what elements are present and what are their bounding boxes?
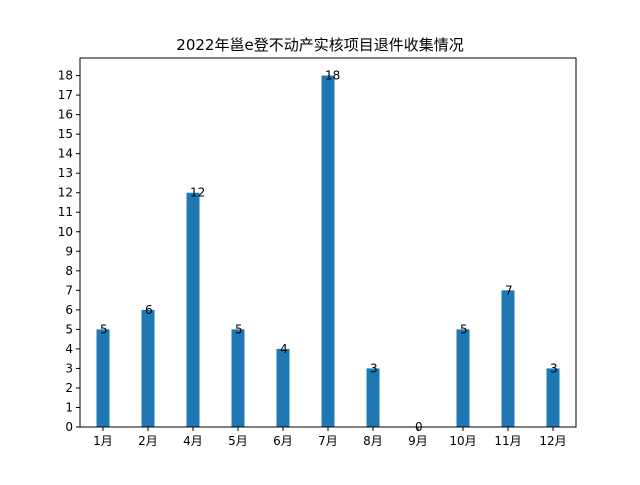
bar-6 [321, 75, 335, 427]
x-tick-label-1: 1月 [93, 434, 113, 448]
y-tick-label-14: 14 [58, 147, 73, 161]
data-label-11: 3 [550, 361, 558, 375]
y-tick-label-7: 7 [65, 283, 73, 297]
y-tick-label-3: 3 [65, 361, 73, 375]
bar-3 [186, 192, 200, 427]
data-label-7: 3 [370, 361, 378, 375]
data-label-2: 6 [145, 303, 153, 317]
bar-5 [276, 348, 290, 427]
y-tick-label-2: 2 [65, 381, 73, 395]
y-tick-label-5: 5 [65, 322, 73, 336]
y-tick-label-8: 8 [65, 264, 73, 278]
y-tick-label-9: 9 [65, 244, 73, 258]
y-tick-label-16: 16 [58, 108, 73, 122]
bar-1 [96, 329, 110, 427]
data-label-5: 4 [280, 342, 288, 356]
x-tick-label-9: 10月 [449, 434, 476, 448]
y-tick-label-13: 13 [58, 166, 73, 180]
x-tick-label-10: 11月 [494, 434, 521, 448]
bar-4 [231, 329, 245, 427]
data-label-10: 7 [505, 283, 513, 297]
x-tick-label-11: 12月 [539, 434, 566, 448]
x-axis: 1月 2月 4月 5月 6月 7月 8月 9月 10月 11月 12月 [93, 427, 567, 448]
data-label-4: 5 [235, 322, 243, 336]
x-tick-label-4: 5月 [228, 434, 248, 448]
plot-frame [79, 57, 577, 428]
bar-7 [366, 368, 380, 427]
x-tick-label-2: 2月 [138, 434, 158, 448]
y-tick-label-12: 12 [58, 186, 73, 200]
x-tick-label-7: 8月 [363, 434, 383, 448]
y-tick-label-15: 15 [58, 127, 73, 141]
bar-11 [546, 368, 560, 427]
y-tick-label-18: 18 [58, 69, 73, 83]
y-tick-label-4: 4 [65, 342, 73, 356]
bar-9 [456, 329, 470, 427]
x-tick-label-8: 9月 [408, 434, 428, 448]
bars-layer [96, 75, 560, 427]
x-tick-label-5: 6月 [273, 434, 293, 448]
x-tick-label-6: 7月 [318, 434, 338, 448]
y-tick-label-0: 0 [65, 420, 73, 434]
data-label-1: 5 [100, 322, 108, 336]
chart-title: 2022年邕e登不动产实核项目退件收集情况 [176, 36, 463, 54]
y-tick-label-11: 11 [58, 205, 73, 219]
y-tick-label-17: 17 [58, 88, 73, 102]
bar-2 [141, 309, 155, 427]
data-label-3: 12 [190, 186, 205, 200]
y-tick-label-6: 6 [65, 303, 73, 317]
y-tick-label-10: 10 [58, 225, 73, 239]
data-label-6: 18 [325, 69, 340, 83]
y-tick-label-1: 1 [65, 400, 73, 414]
x-tick-label-3: 4月 [183, 434, 203, 448]
data-label-9: 5 [460, 322, 468, 336]
bar-10 [501, 290, 515, 427]
